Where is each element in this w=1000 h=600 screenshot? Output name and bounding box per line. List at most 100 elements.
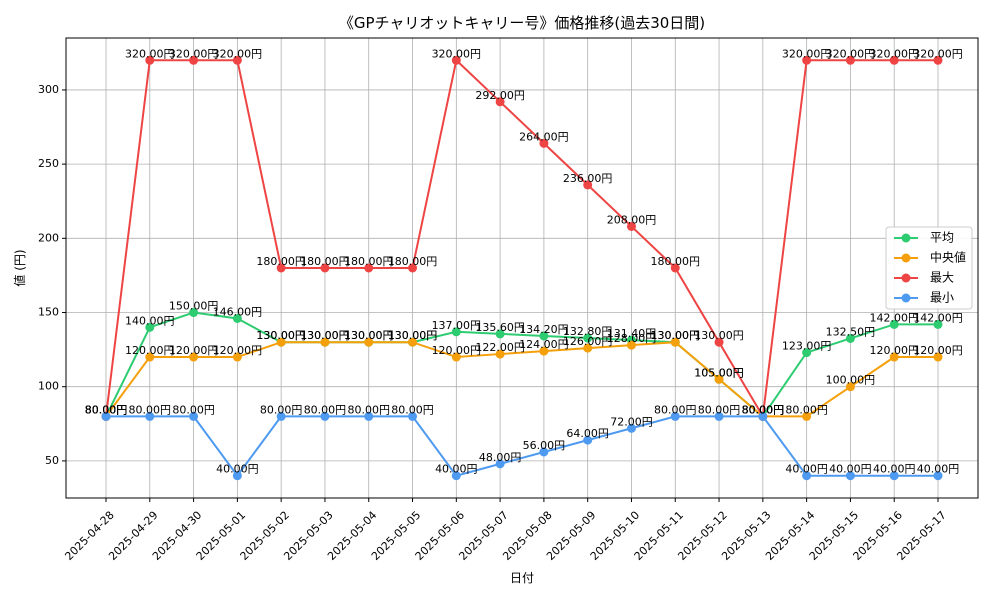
y-axis-label: 値 (円) bbox=[12, 249, 27, 286]
data-point bbox=[408, 411, 418, 421]
data-point bbox=[583, 343, 593, 353]
data-point bbox=[408, 263, 418, 273]
data-label: 130.00円 bbox=[300, 329, 350, 342]
data-point bbox=[802, 348, 812, 358]
data-point bbox=[802, 471, 812, 481]
data-label: 320.00円 bbox=[826, 47, 876, 60]
y-tick-label: 150 bbox=[38, 306, 59, 319]
data-point bbox=[539, 346, 549, 356]
data-label: 105.00円 bbox=[694, 366, 744, 379]
series-3 bbox=[101, 411, 943, 481]
data-point bbox=[670, 411, 680, 421]
data-point bbox=[539, 138, 549, 148]
data-label: 120.00円 bbox=[213, 344, 263, 357]
y-tick-label: 300 bbox=[38, 83, 59, 96]
data-label: 40.00円 bbox=[435, 463, 478, 476]
data-label: 40.00円 bbox=[873, 463, 916, 476]
data-point bbox=[670, 337, 680, 347]
data-label: 72.00円 bbox=[610, 415, 653, 428]
data-point bbox=[933, 319, 943, 329]
data-point bbox=[232, 352, 242, 362]
data-label: 40.00円 bbox=[785, 463, 828, 476]
data-label: 180.00円 bbox=[256, 255, 306, 268]
data-label: 80.00円 bbox=[85, 403, 128, 416]
data-label: 80.00円 bbox=[347, 403, 390, 416]
data-point bbox=[408, 337, 418, 347]
data-label: 137.00円 bbox=[432, 319, 482, 332]
data-point bbox=[232, 471, 242, 481]
data-label: 131.40円 bbox=[607, 327, 657, 340]
data-label: 320.00円 bbox=[213, 47, 263, 60]
data-label: 320.00円 bbox=[869, 47, 919, 60]
data-point bbox=[364, 263, 374, 273]
data-point bbox=[145, 352, 155, 362]
data-label: 130.00円 bbox=[344, 329, 394, 342]
data-label: 132.80円 bbox=[563, 325, 613, 338]
data-label: 120.00円 bbox=[125, 344, 175, 357]
data-point bbox=[276, 411, 286, 421]
data-point bbox=[495, 329, 505, 339]
data-label: 180.00円 bbox=[300, 255, 350, 268]
series-2 bbox=[101, 55, 943, 421]
data-point bbox=[451, 471, 461, 481]
legend-label: 中央値 bbox=[930, 250, 966, 265]
data-point bbox=[758, 411, 768, 421]
data-point bbox=[232, 313, 242, 323]
legend-item: 最小 bbox=[894, 291, 954, 305]
legend-label: 平均 bbox=[930, 231, 954, 245]
data-point bbox=[451, 352, 461, 362]
data-label: 130.00円 bbox=[388, 329, 438, 342]
legend-item: 中央値 bbox=[894, 250, 966, 265]
data-label: 320.00円 bbox=[913, 47, 963, 60]
data-point bbox=[714, 374, 724, 384]
data-label: 142.00円 bbox=[869, 311, 919, 324]
data-label: 180.00円 bbox=[388, 255, 438, 268]
data-label: 80.00円 bbox=[85, 403, 128, 416]
data-label: 140.00円 bbox=[125, 314, 175, 327]
data-labels: 80.00円140.00円150.00円146.00円130.00円130.00… bbox=[85, 47, 963, 475]
data-label: 123.00円 bbox=[782, 340, 832, 353]
legend-label: 最小 bbox=[930, 291, 954, 305]
data-label: 100.00円 bbox=[826, 374, 876, 387]
data-point bbox=[189, 352, 199, 362]
data-point bbox=[539, 447, 549, 457]
data-label: 130.00円 bbox=[256, 329, 306, 342]
data-label: 56.00円 bbox=[523, 439, 566, 452]
data-point bbox=[845, 333, 855, 343]
data-label: 64.00円 bbox=[566, 427, 609, 440]
data-label: 142.00円 bbox=[913, 311, 963, 324]
data-point bbox=[189, 55, 199, 65]
data-point bbox=[189, 308, 199, 318]
data-point bbox=[495, 97, 505, 107]
data-label: 132.50円 bbox=[826, 325, 876, 338]
data-label: 40.00円 bbox=[917, 463, 960, 476]
data-point bbox=[626, 423, 636, 433]
legend-item: 最大 bbox=[894, 271, 954, 285]
data-point bbox=[583, 180, 593, 190]
data-point bbox=[232, 55, 242, 65]
data-label: 130.00円 bbox=[651, 329, 701, 342]
data-label: 130.00円 bbox=[694, 329, 744, 342]
data-label: 134.20円 bbox=[519, 323, 569, 336]
data-label: 40.00円 bbox=[829, 463, 872, 476]
data-label: 146.00円 bbox=[213, 305, 263, 318]
data-point bbox=[889, 319, 899, 329]
y-tick-label: 100 bbox=[38, 380, 59, 393]
series-layer bbox=[101, 55, 943, 481]
data-point bbox=[145, 55, 155, 65]
data-label: 80.00円 bbox=[129, 403, 172, 416]
data-point bbox=[802, 55, 812, 65]
data-label: 80.00円 bbox=[742, 403, 785, 416]
data-point bbox=[802, 411, 812, 421]
series-line bbox=[105, 341, 938, 418]
data-label: 80.00円 bbox=[85, 403, 128, 416]
legend-marker bbox=[901, 233, 911, 243]
data-point bbox=[845, 55, 855, 65]
data-label: 48.00円 bbox=[479, 451, 522, 464]
data-label: 80.00円 bbox=[304, 403, 347, 416]
data-point bbox=[364, 411, 374, 421]
data-label: 80.00円 bbox=[698, 403, 741, 416]
data-label: 130.00円 bbox=[344, 329, 394, 342]
